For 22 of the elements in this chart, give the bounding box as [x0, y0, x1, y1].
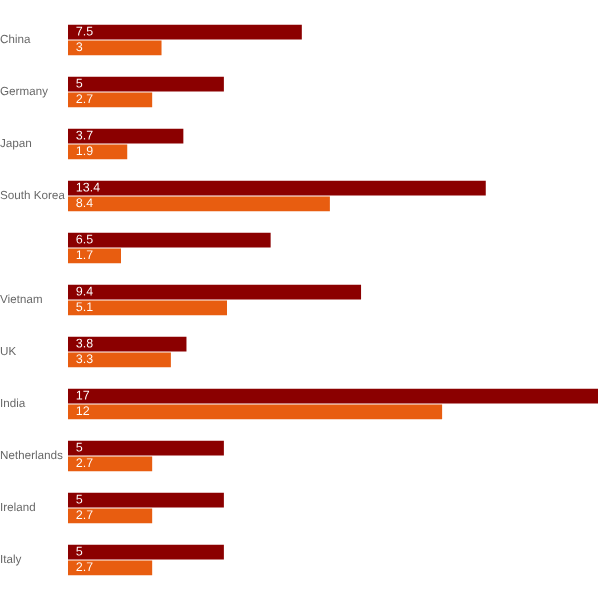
- bar: [68, 404, 443, 420]
- bar: [68, 92, 153, 108]
- bar: [68, 388, 598, 404]
- bar: [68, 544, 224, 560]
- bar: [68, 180, 486, 196]
- bar: [68, 144, 128, 160]
- bar: [68, 300, 227, 316]
- bar: [68, 284, 362, 300]
- bar: [68, 336, 187, 352]
- bar: [68, 24, 302, 40]
- bar: [68, 76, 224, 92]
- bar: [68, 352, 171, 368]
- bar: [68, 492, 224, 508]
- bar: [68, 232, 271, 248]
- bar: [68, 196, 330, 212]
- bar: [68, 440, 224, 456]
- bar: [68, 456, 153, 472]
- bar: [68, 248, 121, 264]
- bar: [68, 560, 153, 576]
- bar: [68, 128, 184, 144]
- bar: [68, 40, 162, 56]
- bar: [68, 508, 153, 524]
